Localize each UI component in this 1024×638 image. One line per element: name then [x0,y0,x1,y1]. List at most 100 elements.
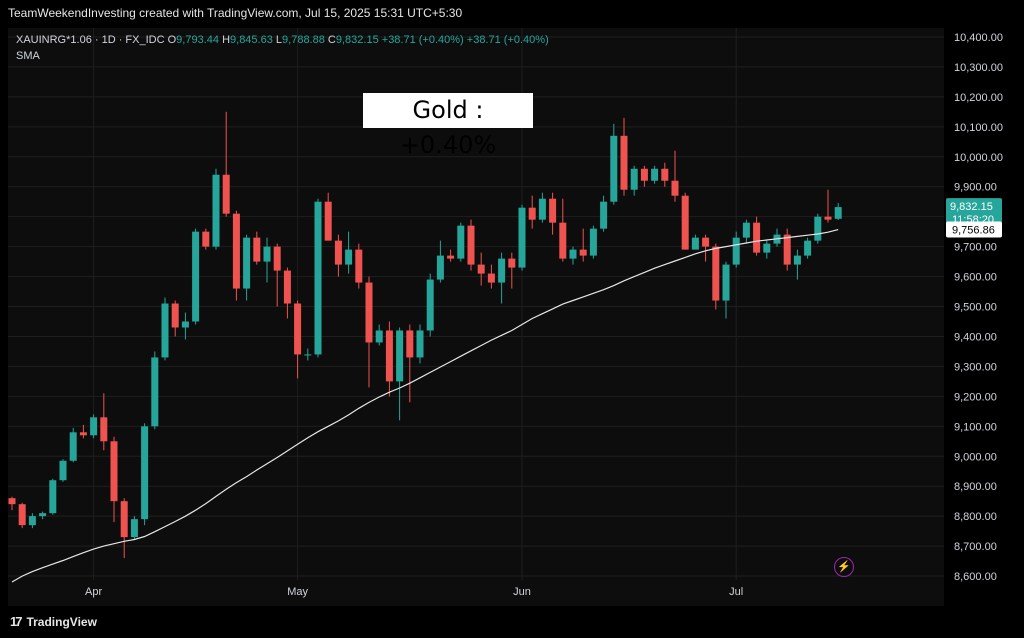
lightning-icon[interactable]: ⚡ [834,557,854,577]
candle-up [345,249,353,265]
x-tick-label: Jun [513,586,531,598]
close-value: 9,832.15 [335,34,379,46]
candle-up [834,207,842,219]
y-tick-label: 10,300.00 [954,62,1003,74]
candle-up [416,330,424,358]
candle-up [69,432,77,461]
candle-up [130,519,138,538]
candle-down [620,135,628,190]
candle-down [640,168,648,181]
sma-line [11,229,839,583]
candles [8,111,842,559]
candle-up [28,516,36,526]
sma-price-text: 9,756.86 [952,225,995,237]
candle-up [518,207,526,268]
y-tick-label: 8,900.00 [954,481,997,493]
candle-up [151,357,159,427]
candle-up [49,480,57,514]
candle-down [79,432,87,436]
candle-up [538,198,546,220]
y-tick-label: 10,200.00 [954,92,1003,104]
candle-up [630,168,638,190]
candle-down [171,303,179,328]
candle-down [681,195,689,250]
y-tick-label: 9,300.00 [954,361,997,373]
y-tick-label: 10,400.00 [954,32,1003,44]
candle-up [722,264,730,301]
y-tick-label: 8,800.00 [954,511,997,523]
candle-up [59,460,67,481]
candle-up [263,246,271,262]
candle-up [212,174,220,247]
candle-down [100,417,108,442]
candle-up [651,168,659,181]
candle-up [742,222,750,238]
candle-down [549,198,557,223]
low-label: L [275,34,283,46]
candle-up [426,279,434,331]
candle-up [304,354,312,356]
candle-up [90,417,98,436]
x-tick-label: Apr [85,586,102,598]
candle-up [793,255,801,265]
candle-up [589,228,597,256]
y-tick-label: 9,500.00 [954,302,997,314]
y-tick-label: 9,600.00 [954,272,997,284]
candle-down [508,258,516,268]
candle-down [294,303,302,355]
candle-down [671,180,679,196]
candle-up [243,237,251,289]
candle-down [528,207,536,220]
symbol-label[interactable]: XAUINRG*1.06 · 1D · FX_IDC [16,34,165,46]
candle-up [732,237,740,265]
candle-down [702,237,710,247]
y-tick-label: 9,200.00 [954,391,997,403]
candle-up [804,240,812,256]
y-tick-label: 9,400.00 [954,331,997,343]
y-tick-label: 9,000.00 [954,451,997,463]
y-axis: 8,600.00 8,700.00 8,800.00 8,900.00 9,000.00… [954,32,1003,583]
candle-down [110,441,118,502]
tradingview-footer[interactable]: 17 TradingView [10,614,97,629]
y-tick-label: 9,100.00 [954,421,997,433]
candle-down [324,201,332,241]
candle-up [141,426,149,520]
candle-up [396,330,404,382]
ohlc-legend: XAUINRG*1.06 · 1D · FX_IDC O9,793.44 H9,… [16,34,549,46]
candle-down [712,246,720,301]
candle-down [559,222,567,259]
candle-down [202,231,210,247]
sma-indicator-label[interactable]: SMA [16,50,40,62]
low-value: 9,788.88 [282,34,325,46]
candle-down [120,501,128,538]
x-tick-label: Jul [729,586,743,598]
chart-caption: TeamWeekendInvesting created with Tradin… [8,6,463,20]
candle-down [385,330,393,382]
price-axis[interactable] [944,28,1016,606]
candle-down [232,213,240,289]
candle-up [314,201,322,355]
y-tick-label: 10,000.00 [954,152,1003,164]
candle-up [610,135,618,202]
candle-down [477,264,485,274]
candle-up [498,258,506,283]
candle-down [283,270,291,304]
last-price-text: 9,832.15 [950,201,993,213]
candle-up [192,231,200,322]
candle-down [365,282,373,343]
candle-up [181,321,189,328]
tradingview-logo-icon: 17 [10,614,23,629]
tradingview-brand: TradingView [26,614,97,629]
x-tick-label: May [287,586,308,598]
candle-down [783,234,791,265]
open-label: O [167,34,177,46]
candle-up [569,249,577,259]
candle-up [814,216,822,241]
candle-down [334,240,342,265]
y-tick-label: 9,700.00 [954,242,997,254]
candle-down [824,216,832,220]
candle-down [18,504,26,526]
candle-up [691,237,699,250]
